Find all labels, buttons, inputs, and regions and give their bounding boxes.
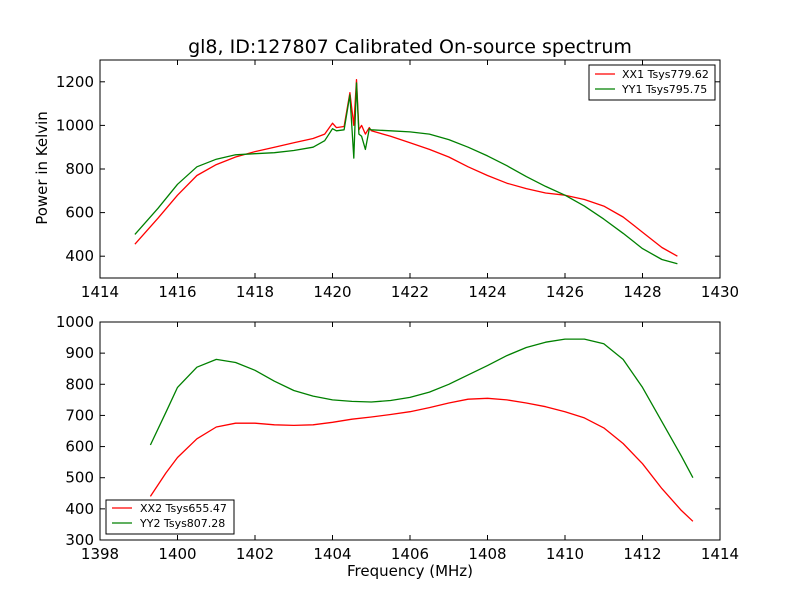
x-tick-label: 1404 bbox=[313, 545, 351, 563]
bottom-spectrum-chart: Frequency (MHz) 1398 1400 1402 1404 1406 1408… bbox=[56, 313, 739, 580]
y-tick-label: 1000 bbox=[56, 313, 94, 331]
x-tick-label: 1414 bbox=[81, 283, 119, 301]
y-axis-label: Power in Kelvin bbox=[33, 111, 51, 225]
y-tick-label: 600 bbox=[65, 438, 94, 456]
x-tick-label: 1406 bbox=[391, 545, 429, 563]
top-legend: XX1 Tsys779.62 YY1 Tsys795.75 bbox=[588, 64, 716, 101]
y-tick-label: 400 bbox=[65, 500, 94, 518]
x-tick-label: 1420 bbox=[313, 283, 351, 301]
y-tick-label: 300 bbox=[65, 531, 94, 549]
x-tick-label: 1418 bbox=[236, 283, 274, 301]
x-tick-label: 1400 bbox=[158, 545, 196, 563]
y-tick-label: 800 bbox=[65, 375, 94, 393]
y-tick-label: 900 bbox=[65, 344, 94, 362]
y-tick-label: 500 bbox=[65, 469, 94, 487]
top-spectrum-chart: gl8, ID:127807 Calibrated On-source spec… bbox=[33, 36, 739, 301]
x-axis-label: Frequency (MHz) bbox=[347, 562, 473, 580]
y-tick-label: 1000 bbox=[56, 116, 94, 134]
y-tick-label: 700 bbox=[65, 406, 94, 424]
x-tick-label: 1424 bbox=[468, 283, 506, 301]
legend-box bbox=[588, 64, 716, 101]
x-tick-label: 1426 bbox=[546, 283, 584, 301]
x-tick-label: 1410 bbox=[546, 545, 584, 563]
legend-label-xx2: XX2 Tsys655.47 bbox=[140, 502, 227, 515]
y-tick-label: 800 bbox=[65, 160, 94, 178]
series-line-yy2 bbox=[149, 338, 694, 479]
y-tick-label: 1200 bbox=[56, 73, 94, 91]
bottom-plot-area: 1398 1400 1402 1404 1406 1408 1410 1412 1414 300 4… bbox=[56, 313, 739, 563]
chart-title: gl8, ID:127807 Calibrated On-source spec… bbox=[188, 36, 632, 58]
bottom-legend: XX2 Tsys655.47 YY2 Tsys807.28 bbox=[105, 499, 235, 535]
legend-label-yy1: YY1 Tsys795.75 bbox=[621, 83, 707, 96]
x-tick-label: 1408 bbox=[468, 545, 506, 563]
y-tick-label: 400 bbox=[65, 247, 94, 265]
x-tick-label: 1416 bbox=[158, 283, 196, 301]
top-plot-area: 1414 1416 1418 1420 1422 1424 1426 1428 1430 400 6… bbox=[56, 59, 739, 301]
x-tick-label: 1412 bbox=[623, 545, 661, 563]
x-tick-label: 1402 bbox=[236, 545, 274, 563]
legend-label-yy2: YY2 Tsys807.28 bbox=[139, 517, 225, 530]
series-line-xx1 bbox=[134, 78, 678, 257]
series-line-xx2 bbox=[149, 397, 694, 522]
x-tick-label: 1430 bbox=[701, 283, 739, 301]
x-tick-label: 1428 bbox=[623, 283, 661, 301]
x-tick-label: 1398 bbox=[81, 545, 119, 563]
legend-box bbox=[105, 499, 235, 535]
series-line-yy1 bbox=[134, 82, 678, 265]
x-tick-label: 1414 bbox=[701, 545, 739, 563]
x-tick-label: 1422 bbox=[391, 283, 429, 301]
legend-label-xx1: XX1 Tsys779.62 bbox=[622, 68, 709, 81]
y-tick-label: 600 bbox=[65, 204, 94, 222]
